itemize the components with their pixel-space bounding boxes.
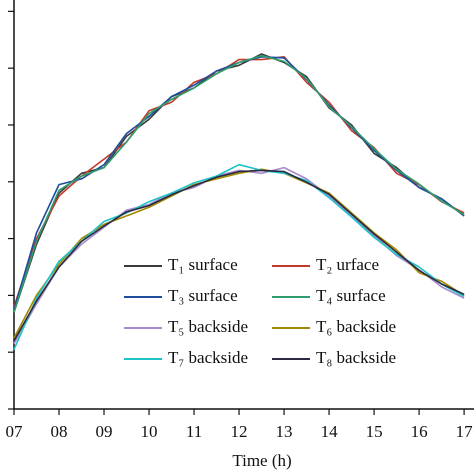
legend-label: T₁ surface [168,255,238,274]
x-tick-label: 14 [321,422,339,441]
x-tick-label: 11 [186,422,202,441]
legend-label: T₃ surface [168,286,238,305]
x-tick-label: 15 [366,422,383,441]
x-tick-label: 16 [411,422,428,441]
legend-label: T₄ surface [316,286,386,305]
x-tick-label: 10 [141,422,158,441]
x-tick-label: 08 [51,422,68,441]
series-line [13,56,465,308]
legend-label: T₅ backside [168,317,248,336]
legend-label: T₇ backside [168,348,248,367]
series-line [13,56,465,310]
legend-label: T₆ backside [316,317,396,336]
legend-label: T₂ urface [316,255,379,274]
x-tick-label: 17 [456,422,474,441]
legend-label: T₈ backside [316,348,396,367]
series-line [13,53,465,313]
x-tick-label: 07 [6,422,24,441]
x-tick-label: 12 [231,422,248,441]
x-tick-label: 09 [96,422,113,441]
x-tick-label: 13 [276,422,293,441]
series-line [13,54,465,313]
x-axis-label: Time (h) [232,451,291,470]
series-line [13,169,465,342]
series-line [13,163,465,350]
